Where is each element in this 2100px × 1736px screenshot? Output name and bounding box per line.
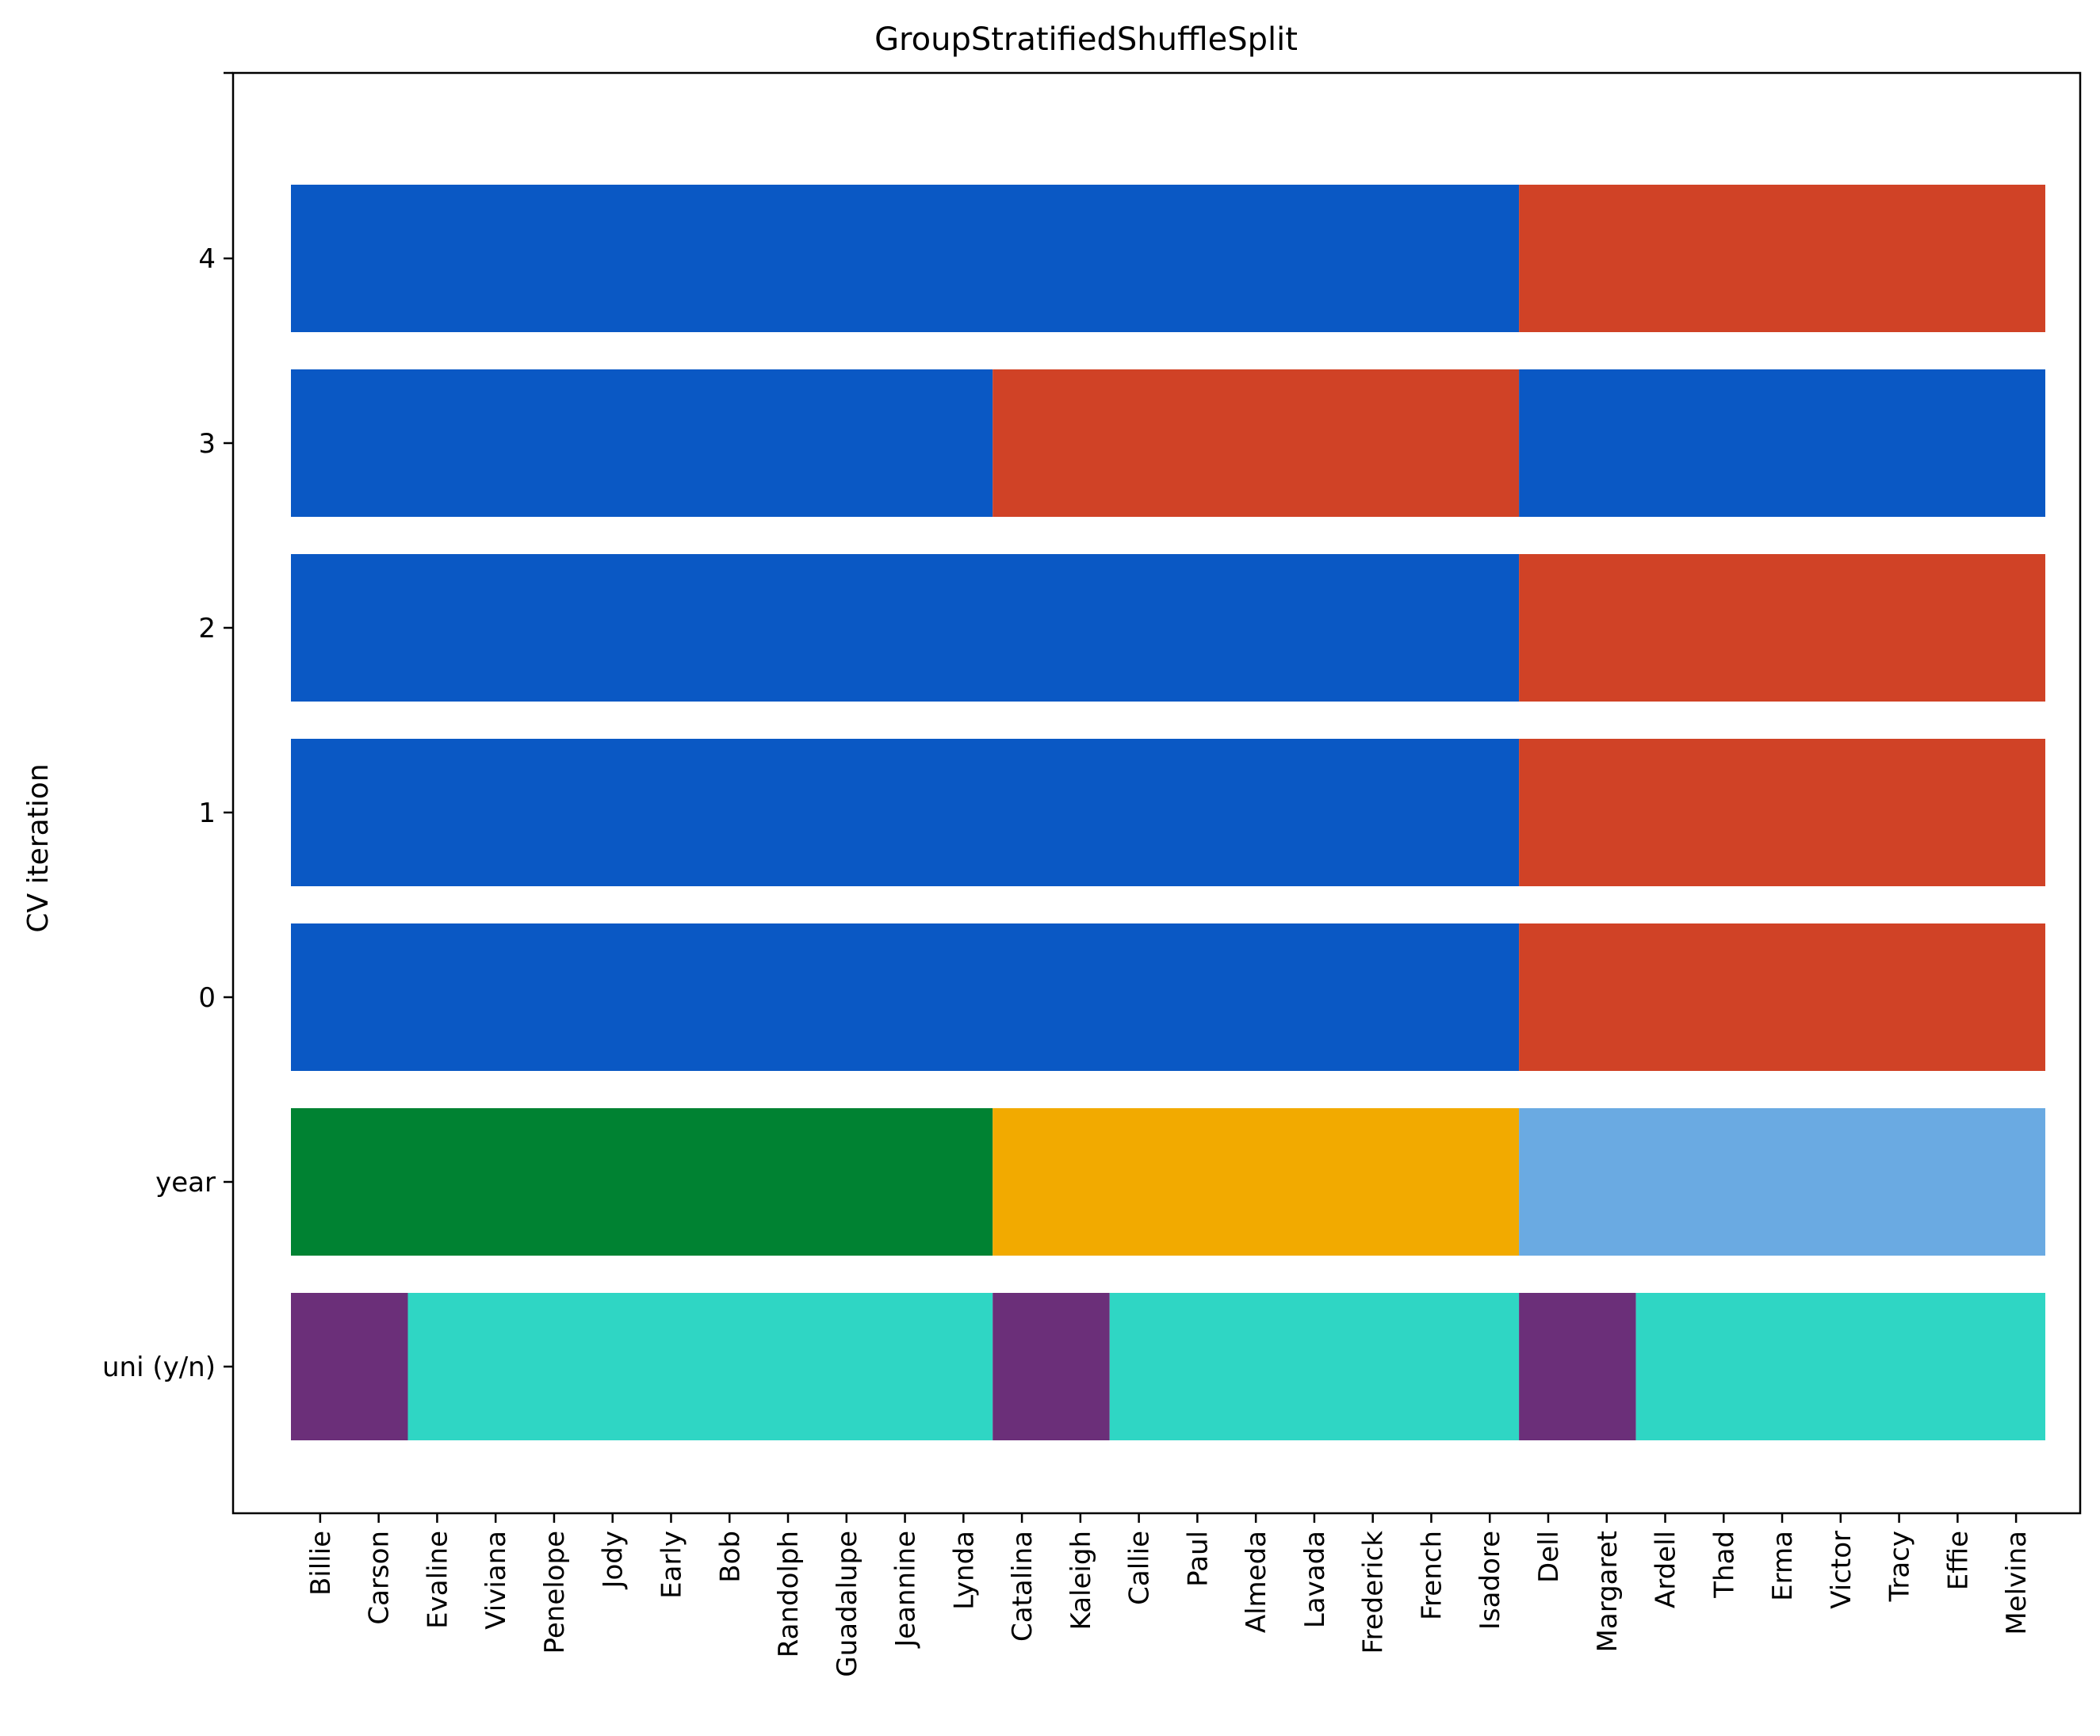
x-ticks-layer: Billie Carson Evaline Viviana Penelope Jody Ea… (305, 1513, 2033, 1677)
x-tick-label: Lynda (948, 1531, 980, 1610)
bar-uni-row-6-segment-4 (1519, 1293, 1636, 1440)
bar-cv-row-4-segment-0 (291, 923, 1520, 1071)
x-tick-label: Margaret (1592, 1531, 1624, 1652)
x-tick-label: Almeda (1241, 1531, 1272, 1633)
x-tick-label: Ardell (1651, 1531, 1682, 1608)
x-tick-label: Randolph (773, 1531, 805, 1658)
x-tick-label: Guadalupe (832, 1531, 863, 1677)
x-tick-label: Billie (305, 1531, 337, 1596)
y-tick-label: 2 (198, 613, 216, 644)
bar-cv-row-4-segment-1 (1519, 923, 2045, 1071)
y-ticks-layer: 4 3 2 1 0 year uni (y/n) (102, 71, 233, 1383)
y-tick-label: year (155, 1167, 216, 1199)
plot-frame (231, 71, 2082, 1515)
y-axis-label: CV iteration (22, 763, 55, 932)
chart-title: GroupStratifiedShuffleSplit (874, 21, 1298, 58)
bar-cv-row-2-segment-1 (1519, 554, 2045, 702)
bar-cv-row-0-segment-0 (291, 185, 1520, 332)
bar-uni-row-6-segment-0 (291, 1293, 408, 1440)
bar-year-row-5-segment-0 (291, 1108, 993, 1256)
y-tick-label: 3 (198, 428, 216, 460)
x-tick-label: Viviana (480, 1531, 512, 1630)
x-tick-label: Frederick (1358, 1531, 1390, 1654)
x-tick-label: Tracy (1884, 1531, 1916, 1602)
x-tick-label: Victor (1826, 1531, 1857, 1609)
x-tick-label: Lavada (1299, 1531, 1331, 1628)
x-tick-label: Bob (714, 1531, 746, 1583)
y-tick-label: uni (y/n) (102, 1352, 216, 1383)
bar-uni-row-6-segment-1 (407, 1293, 993, 1440)
x-tick-label: Evaline (422, 1531, 453, 1629)
bars-layer (291, 185, 2045, 1440)
x-tick-label: Erma (1767, 1531, 1799, 1601)
bar-cv-row-1-segment-0 (291, 369, 993, 517)
y-tick-label: 0 (198, 982, 216, 1014)
bar-uni-row-6-segment-2 (993, 1293, 1110, 1440)
x-tick-label: Jody (598, 1531, 629, 1590)
bar-year-row-5-segment-1 (993, 1108, 1520, 1256)
x-tick-label: French (1416, 1531, 1448, 1620)
x-tick-label: Thad (1708, 1531, 1740, 1599)
bar-cv-row-3-segment-1 (1519, 739, 2045, 886)
y-tick-label: 1 (198, 797, 216, 829)
x-tick-label: Dell (1533, 1531, 1565, 1583)
bar-year-row-5-segment-2 (1519, 1108, 2045, 1256)
x-tick-label: Callie (1124, 1531, 1156, 1605)
x-tick-label: Early (656, 1531, 687, 1599)
bar-cv-row-1-segment-2 (1519, 369, 2045, 517)
bar-cv-row-3-segment-0 (291, 739, 1520, 886)
bar-cv-row-0-segment-1 (1519, 185, 2045, 332)
y-tick-label: 4 (198, 243, 216, 275)
x-tick-label: Kaleigh (1065, 1531, 1097, 1630)
bar-cv-row-1-segment-1 (993, 369, 1520, 517)
x-tick-label: Melvina (2001, 1531, 2033, 1635)
bar-uni-row-6-segment-3 (1109, 1293, 1520, 1440)
x-tick-label: Paul (1182, 1531, 1214, 1587)
x-tick-label: Carson (364, 1531, 396, 1625)
x-tick-label: Penelope (539, 1531, 571, 1654)
bar-cv-row-2-segment-0 (291, 554, 1520, 702)
bar-uni-row-6-segment-5 (1635, 1293, 2045, 1440)
x-tick-label: Isadore (1475, 1531, 1506, 1630)
x-tick-label: Jeannine (890, 1531, 922, 1649)
x-tick-label: Catalina (1007, 1531, 1039, 1642)
x-tick-label: Effie (1942, 1531, 1974, 1590)
